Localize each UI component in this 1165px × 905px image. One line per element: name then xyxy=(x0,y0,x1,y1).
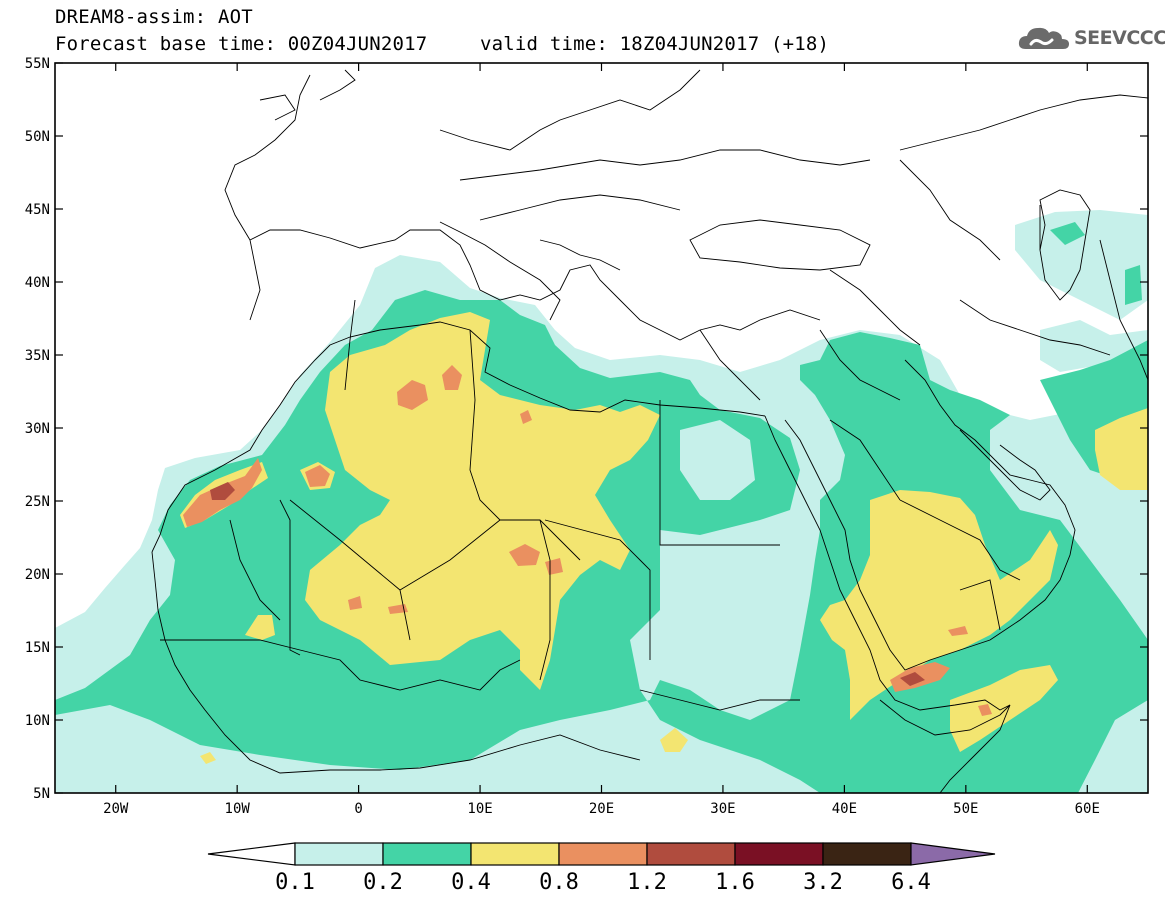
colorbar-over-arrow xyxy=(910,842,996,866)
lat-tick-label: 55N xyxy=(25,56,50,72)
map-title: DREAM8-assim: AOT xyxy=(55,6,253,28)
colorbar-swatch xyxy=(822,842,912,866)
latitude-axis: 5N 10N 15N 20N 25N 30N 35N 40N 45N 50N 55N xyxy=(25,56,1148,802)
lat-tick-label: 50N xyxy=(25,129,50,145)
logo-text: SEEVCCC xyxy=(1074,27,1165,49)
aot-level-1-2 xyxy=(210,482,925,686)
lat-tick-label: 25N xyxy=(25,494,50,510)
lon-tick-label: 60E xyxy=(1075,801,1100,817)
lat-tick-label: 45N xyxy=(25,202,50,218)
lon-tick-label: 10E xyxy=(467,801,492,817)
colorbar: 0.1 0.2 0.4 0.8 1.2 1.6 3.2 6.4 xyxy=(207,842,996,895)
colorbar-swatch xyxy=(470,842,560,866)
lat-tick-label: 20N xyxy=(25,567,50,583)
lat-tick-label: 10N xyxy=(25,713,50,729)
colorbar-label: 1.2 xyxy=(627,870,667,895)
longitude-axis: 20W 10W 0 10E 20E 30E 40E 50E 60E xyxy=(103,63,1100,817)
colorbar-under-arrow xyxy=(207,842,296,866)
colorbar-label: 0.2 xyxy=(363,870,403,895)
coastlines-borders xyxy=(151,69,1148,793)
lat-tick-label: 5N xyxy=(33,786,50,802)
lat-tick-label: 15N xyxy=(25,640,50,656)
colorbar-label: 3.2 xyxy=(803,870,843,895)
colorbar-label: 1.6 xyxy=(715,870,755,895)
lon-tick-label: 30E xyxy=(710,801,735,817)
lon-tick-label: 20E xyxy=(589,801,614,817)
colorbar-swatch xyxy=(734,842,824,866)
cloud-logo-icon xyxy=(1018,27,1069,49)
lon-tick-label: 10W xyxy=(225,801,251,817)
lat-tick-label: 35N xyxy=(25,348,50,364)
colorbar-label: 0.1 xyxy=(275,870,315,895)
colorbar-swatch xyxy=(646,842,736,866)
valid-time: valid time: 18Z04JUN2017 (+18) xyxy=(480,33,830,55)
lat-tick-label: 40N xyxy=(25,275,50,291)
lat-tick-label: 30N xyxy=(25,421,50,437)
lon-tick-label: 0 xyxy=(354,801,362,817)
seevccc-logo: SEEVCCC xyxy=(1018,22,1165,54)
colorbar-swatch xyxy=(558,842,648,866)
lon-tick-label: 40E xyxy=(832,801,857,817)
lon-tick-label: 20W xyxy=(103,801,129,817)
aot-field xyxy=(55,69,1148,793)
colorbar-label: 0.8 xyxy=(539,870,579,895)
forecast-base-time: Forecast base time: 00Z04JUN2017 valid ti… xyxy=(55,33,830,55)
colorbar-swatch xyxy=(382,842,472,866)
colorbar-label: 0.4 xyxy=(451,870,491,895)
lon-tick-label: 50E xyxy=(953,801,978,817)
colorbar-swatch xyxy=(294,842,384,866)
colorbar-label: 6.4 xyxy=(891,870,931,895)
